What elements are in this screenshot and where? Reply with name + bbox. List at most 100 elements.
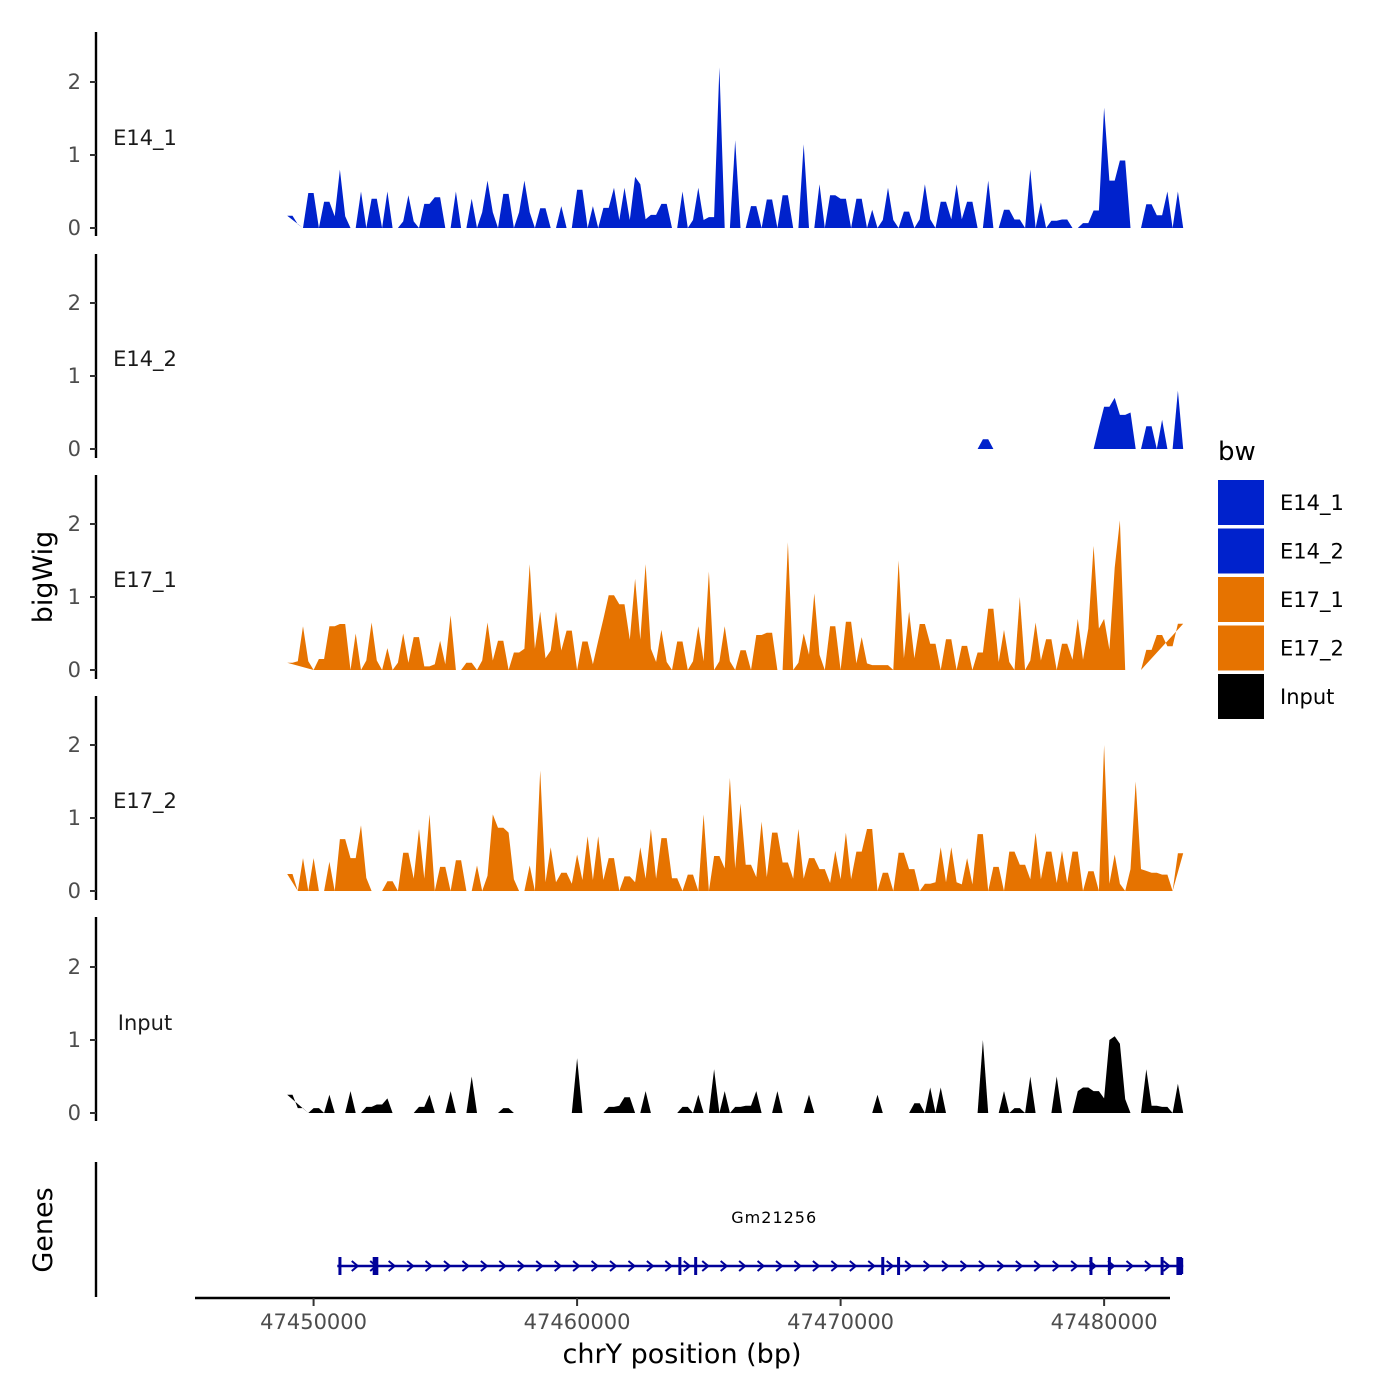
y-tick-label: 1	[68, 585, 81, 609]
signal-area	[693, 1094, 704, 1113]
exon-mark	[338, 1257, 342, 1275]
signal-area	[998, 1091, 1010, 1113]
signal-area	[872, 1094, 883, 1113]
strand-arrow	[664, 1260, 673, 1272]
signal-area	[777, 195, 794, 228]
signal-area	[1072, 1036, 1131, 1113]
signal-area	[303, 193, 319, 228]
legend-label-E14_1: E14_1	[1280, 491, 1344, 516]
strand-arrow	[978, 1260, 987, 1272]
signal-area	[1025, 1076, 1036, 1113]
gene-name-label: Gm21256	[731, 1208, 817, 1227]
signal-area	[287, 1094, 309, 1113]
x-axis: chrY position (bp) 47450000 47460000 47470…	[195, 1296, 1170, 1370]
signal-area	[498, 193, 514, 228]
strand-arrow	[996, 1260, 1005, 1272]
strand-arrow	[701, 1260, 710, 1272]
strand-arrow	[756, 1260, 766, 1272]
signal-area	[998, 209, 1026, 228]
signal-area	[1035, 202, 1047, 228]
signal-area	[824, 195, 852, 228]
signal-area	[450, 191, 462, 228]
exon-mark	[1177, 1258, 1184, 1274]
y-tick-label: 2	[68, 70, 81, 94]
signal-area	[1014, 597, 1026, 670]
signal-area	[508, 564, 578, 670]
signal-area	[1172, 191, 1184, 228]
signal-area	[851, 198, 867, 228]
strand-arrow	[793, 1260, 803, 1272]
signal-area	[571, 1058, 583, 1113]
strand-arrow	[830, 1260, 839, 1272]
strand-arrow	[941, 1260, 950, 1272]
signal-area	[461, 662, 477, 670]
signal-area	[824, 626, 841, 670]
strand-arrow	[1162, 1260, 1171, 1272]
y-tick-label: 0	[68, 1101, 81, 1125]
signal-area	[361, 1098, 393, 1113]
x-tick-label: 47460000	[524, 1310, 631, 1334]
signal-area	[287, 215, 303, 228]
y-axis-title: bigWig	[28, 531, 59, 624]
x-axis-title: chrY position (bp)	[562, 1339, 801, 1370]
signal-area	[603, 1097, 636, 1113]
legend-label-E17_1: E17_1	[1280, 588, 1344, 613]
signal-area	[877, 872, 894, 891]
y-tick-label: 1	[68, 364, 81, 388]
signal-area	[382, 648, 393, 670]
signal-area	[708, 1069, 720, 1113]
signal-area	[687, 571, 715, 670]
signal-area	[714, 626, 736, 670]
legend-label-E14_2: E14_2	[1280, 540, 1344, 565]
genes-axis-title: Genes	[28, 1187, 59, 1272]
y-tick-label: 2	[68, 291, 81, 315]
exon-mark	[881, 1257, 885, 1275]
exon-mark	[897, 1257, 901, 1275]
y-tick-label: 0	[68, 879, 81, 903]
y-tick-label: 1	[68, 806, 81, 830]
signal-area	[534, 770, 620, 891]
strand-arrow	[959, 1260, 969, 1272]
legend-key-E14_2	[1218, 528, 1264, 574]
signal-area	[1172, 1083, 1184, 1113]
strand-arrow	[461, 1260, 470, 1272]
strand-arrow	[443, 1260, 452, 1272]
signal-area	[798, 144, 809, 228]
signal-area	[413, 1094, 435, 1113]
strand-arrow	[406, 1260, 415, 1272]
exon-mark	[1089, 1257, 1093, 1275]
gene-model: Gm21256	[337, 1208, 1184, 1275]
signal-area	[893, 560, 941, 670]
signal-area	[355, 191, 367, 228]
signal-area	[682, 874, 699, 891]
signal-area	[587, 206, 599, 228]
gene-track: Genes Gm21256	[28, 1162, 1184, 1297]
signal-area	[1093, 397, 1136, 449]
signal-area	[1141, 191, 1173, 228]
strand-arrow	[535, 1260, 544, 1272]
strand-arrow	[1052, 1260, 1061, 1272]
signal-area	[729, 1091, 762, 1113]
signal-area	[1056, 520, 1126, 670]
signal-area	[513, 180, 535, 228]
signal-area	[287, 626, 314, 670]
strand-arrow	[590, 1260, 600, 1272]
signal-area	[982, 180, 994, 228]
strand-arrow	[886, 1260, 895, 1272]
strand-arrow	[738, 1260, 747, 1272]
signal-area	[640, 1091, 651, 1113]
signal-area	[867, 209, 878, 228]
track-label: Input	[118, 1011, 172, 1035]
signal-area	[719, 1091, 730, 1113]
signal-area	[814, 184, 825, 228]
strand-arrow	[627, 1260, 636, 1272]
signal-area	[935, 1087, 946, 1113]
signal-area	[708, 777, 878, 891]
track-E14_1: 0 1 2 E14_1	[68, 32, 1184, 240]
signal-area	[677, 1106, 693, 1113]
signal-area	[382, 881, 398, 891]
signal-area	[1141, 1069, 1173, 1113]
signal-area	[1083, 871, 1099, 891]
signal-area	[1125, 781, 1173, 891]
signal-area	[972, 608, 1015, 670]
